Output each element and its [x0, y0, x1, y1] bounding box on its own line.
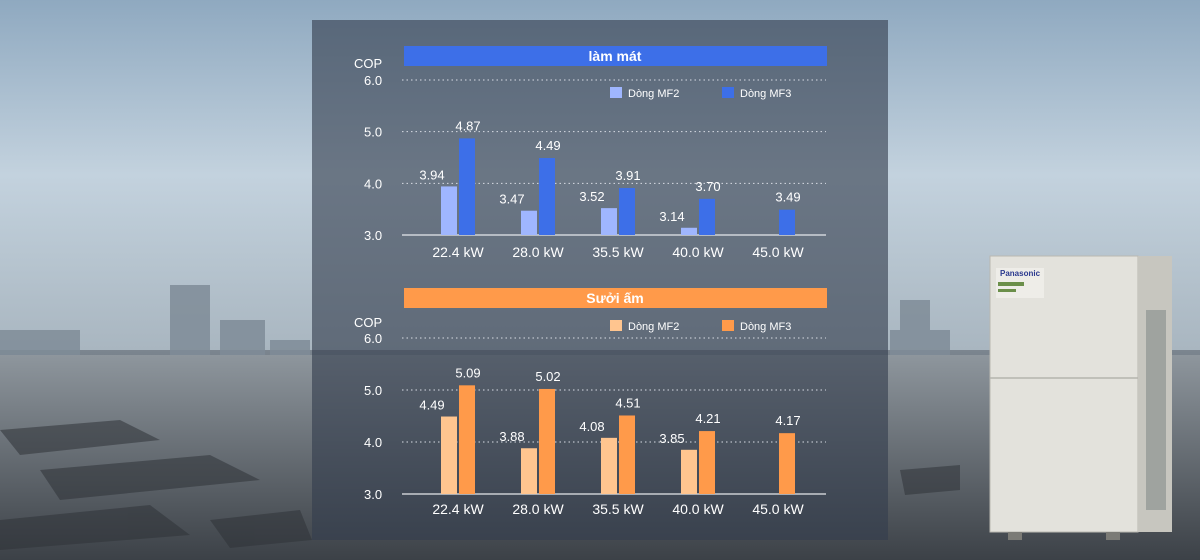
- y-tick-label: 5.0: [364, 125, 382, 140]
- cop-charts: làm mát COP 3.0 4.0 5.0 6.0 Dòng MF2 Dòng MF3 3.…: [354, 46, 827, 517]
- y-tick-label: 6.0: [364, 73, 382, 88]
- outdoor-unit-image: Panasonic: [989, 255, 1172, 540]
- bar: [459, 385, 475, 494]
- legend-label: Dòng MF2: [628, 88, 679, 100]
- legend-swatch: [722, 320, 734, 331]
- legend-label: Dòng MF3: [740, 321, 791, 333]
- bar: [779, 433, 795, 494]
- legend-swatch: [610, 320, 622, 331]
- legend-swatch: [722, 87, 734, 98]
- bar: [681, 449, 697, 494]
- x-tick-label: 45.0 kW: [752, 244, 804, 260]
- bar: [441, 416, 457, 494]
- data-label: 3.49: [775, 190, 800, 205]
- data-label: 3.14: [659, 209, 684, 224]
- bar: [699, 431, 715, 494]
- y-tick-label: 4.0: [364, 435, 382, 450]
- data-label: 4.49: [535, 138, 560, 153]
- x-tick-label: 22.4 kW: [432, 244, 484, 260]
- data-label: 4.21: [695, 411, 720, 426]
- y-axis-label: COP: [354, 56, 382, 71]
- legend-label: Dòng MF2: [628, 321, 679, 333]
- data-label: 3.85: [659, 431, 684, 446]
- data-label: 5.02: [535, 369, 560, 384]
- x-tick-label: 22.4 kW: [432, 501, 484, 517]
- data-label: 4.51: [615, 395, 640, 410]
- y-tick-label: 3.0: [364, 228, 382, 243]
- bar: [459, 138, 475, 235]
- x-tick-label: 28.0 kW: [512, 244, 564, 260]
- x-tick-label: 35.5 kW: [592, 501, 644, 517]
- x-tick-label: 28.0 kW: [512, 501, 564, 517]
- data-label: 3.52: [579, 189, 604, 204]
- data-label: 5.09: [455, 365, 480, 380]
- data-label: 4.49: [419, 398, 444, 413]
- x-tick-label: 40.0 kW: [672, 501, 724, 517]
- chart-header-bar: [404, 288, 827, 308]
- data-label: 3.70: [695, 179, 720, 194]
- bar: [619, 187, 635, 235]
- x-tick-label: 35.5 kW: [592, 244, 644, 260]
- data-label: 4.17: [775, 413, 800, 428]
- legend-label: Dòng MF3: [740, 88, 791, 100]
- x-tick-label: 40.0 kW: [672, 244, 724, 260]
- chart-title: Sưởi ấm: [586, 290, 643, 306]
- bar: [521, 210, 537, 235]
- y-tick-label: 3.0: [364, 487, 382, 502]
- data-label: 4.87: [455, 118, 480, 133]
- chart-header-bar: [404, 46, 827, 66]
- cooling-chart: làm mát COP 3.0 4.0 5.0 6.0 Dòng MF2 Dòng MF3 3.…: [354, 46, 827, 260]
- data-label: 3.47: [499, 192, 524, 207]
- legend-swatch: [610, 87, 622, 98]
- data-label: 3.88: [499, 429, 524, 444]
- bar: [521, 448, 537, 494]
- x-tick-label: 45.0 kW: [752, 501, 804, 517]
- bar: [441, 186, 457, 235]
- bar: [779, 209, 795, 235]
- bar: [699, 198, 715, 235]
- bar: [601, 437, 617, 494]
- bar: [681, 227, 697, 235]
- y-tick-label: 5.0: [364, 383, 382, 398]
- chart-title: làm mát: [589, 48, 642, 64]
- bar: [539, 158, 555, 235]
- heating-chart: Sưởi ấm COP 3.0 4.0 5.0 6.0 Dòng MF2 Dòng MF3 4.…: [354, 288, 827, 517]
- data-label: 4.08: [579, 419, 604, 434]
- bar: [539, 388, 555, 494]
- y-tick-label: 4.0: [364, 176, 382, 191]
- brand-logo: Panasonic: [1000, 269, 1041, 278]
- bar: [619, 415, 635, 494]
- data-label: 3.94: [419, 167, 444, 182]
- bar: [601, 208, 617, 235]
- y-tick-label: 6.0: [364, 331, 382, 346]
- y-axis-label: COP: [354, 315, 382, 330]
- data-label: 3.91: [615, 168, 640, 183]
